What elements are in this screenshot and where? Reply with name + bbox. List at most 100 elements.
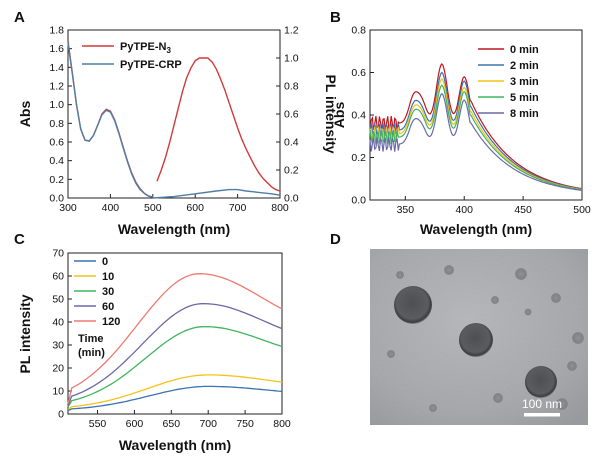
legend-label-60: 60	[102, 301, 114, 313]
x-tick-label-800: 800	[271, 202, 289, 214]
x-tick-label-700: 700	[199, 418, 217, 430]
x-tick-label-400: 400	[455, 204, 473, 216]
nanoparticle-small-11	[491, 296, 499, 304]
series-0-min	[369, 63, 583, 190]
panel-c-legend: 0 10 30 60 120	[74, 256, 120, 328]
x-tick-label-550: 550	[89, 418, 107, 430]
y-tick-label-0.6: 0.6	[49, 137, 64, 149]
panel-b-legend: 0 min 2 min 3 min 5 min 8 min	[478, 44, 539, 120]
panel-d-micrograph: 100 nm	[370, 249, 588, 425]
series-3-min	[369, 77, 583, 191]
nanoparticle-large-1	[394, 286, 432, 324]
legend-label-10: 10	[102, 271, 114, 283]
panel-b-chart: 350 400 450 500 0.0 0.2 0.4 0.6 0.8 Wavelength (…	[331, 25, 591, 238]
panel-b-y-title: Abs	[331, 102, 347, 129]
series-8-min	[369, 92, 583, 191]
panel-a-legend: PyTPE-N3 PyTPE-CRP	[82, 41, 182, 71]
series-pl-pytpe-n3	[156, 57, 281, 192]
y-tick-label-1.2: 1.2	[49, 81, 64, 93]
series-30-min	[67, 325, 283, 408]
panel-b-axes: 350 400 450 500 0.0 0.2 0.4 0.6 0.8	[351, 25, 591, 217]
y-tick-label-1.6: 1.6	[49, 43, 64, 55]
x-tick-label-500: 500	[573, 204, 591, 216]
y2-tick-label-0.8: 0.8	[284, 81, 299, 93]
x-tick-label-400: 400	[102, 202, 120, 214]
series-10-min	[67, 374, 283, 410]
y2-tick-label-0.4: 0.4	[284, 137, 299, 149]
nanoparticle-small-5	[567, 361, 577, 371]
series-pl-pytpe-crp	[152, 188, 281, 199]
y-tick-label-0.6: 0.6	[351, 67, 366, 79]
x-tick-label-650: 650	[163, 418, 181, 430]
y-tick-label-0.2: 0.2	[49, 174, 64, 186]
panel-a-y-title: Abs	[17, 101, 33, 128]
panel-letter-c: C	[14, 231, 25, 248]
y-tick-label-0.4: 0.4	[351, 110, 366, 122]
y-tick-label-1.4: 1.4	[49, 62, 64, 74]
y-tick-label-0.4: 0.4	[49, 155, 64, 167]
y-tick-label-70: 70	[52, 248, 64, 260]
nanoparticle-small-7	[556, 398, 568, 410]
nanoparticle-small-10	[396, 271, 404, 279]
panel-c-series	[67, 273, 283, 412]
series-60-min	[67, 302, 283, 407]
panel-c-x-title: Wavelength (nm)	[119, 437, 231, 453]
series-5-min	[369, 84, 583, 191]
nanoparticle-small-9	[429, 404, 437, 412]
legend-label-120: 120	[102, 316, 120, 328]
panel-c-y-title: PL intensity	[17, 294, 33, 373]
panel-c-frame	[67, 252, 283, 415]
y-tick-label-0.2: 0.2	[351, 152, 366, 164]
series-2-min	[369, 71, 583, 190]
legend-label-2-min: 2 min	[510, 60, 539, 72]
x-tick-label-500: 500	[144, 202, 162, 214]
panel-b-x-title: Wavelength (nm)	[420, 221, 532, 237]
x-tick-label-300: 300	[59, 202, 77, 214]
panel-a-y2-title: PL intensity	[323, 74, 339, 153]
panel-letter-d: D	[330, 231, 341, 248]
x-tick-label-600: 600	[126, 418, 144, 430]
panel-a-series	[67, 41, 281, 199]
panel-a-frame	[67, 29, 281, 199]
panel-a-axes: 300 400 500 600 700 800 0.0 0.2 0.4 0.6 0.8 1.0 1.2 1…	[49, 25, 298, 215]
panel-letter-b: B	[330, 9, 341, 26]
y-tick-label-0.8: 0.8	[49, 118, 64, 130]
scale-bar-label: 100 nm	[522, 397, 562, 411]
legend-label-0: 0	[102, 256, 108, 268]
x-tick-label-700: 700	[229, 202, 247, 214]
y-tick-label-30: 30	[52, 340, 64, 352]
nanoparticle-small-6	[493, 393, 503, 403]
y-tick-label-1.8: 1.8	[49, 25, 64, 37]
panel-a-x-title: Wavelength (nm)	[118, 221, 230, 237]
y2-tick-label-1: 1.0	[284, 53, 299, 65]
y-tick-label-1: 1.0	[49, 99, 64, 111]
nanoparticle-small-1	[444, 265, 454, 275]
legend-label-30: 30	[102, 286, 114, 298]
legend-label-0-min: 0 min	[510, 44, 539, 56]
series-0-min	[67, 385, 283, 412]
y2-tick-label-0.6: 0.6	[284, 109, 299, 121]
y-tick-label-0: 0.0	[351, 195, 366, 207]
y-tick-label-60: 60	[52, 271, 64, 283]
y-tick-label-0: 0.0	[49, 193, 64, 205]
x-tick-label-800: 800	[273, 418, 291, 430]
x-tick-label-450: 450	[514, 204, 532, 216]
panel-c-legend-title-line2: (min)	[78, 347, 105, 359]
legend-label-3-min: 3 min	[510, 76, 539, 88]
panel-b-frame	[369, 29, 583, 201]
nanoparticle-small-12	[524, 308, 532, 316]
nanoparticle-small-4	[572, 332, 584, 344]
legend-label-pytpe-n3: PyTPE-N3	[120, 41, 171, 55]
y-tick-label-20: 20	[52, 363, 64, 375]
series-120-min	[67, 273, 283, 404]
legend-label-5-min: 5 min	[510, 92, 539, 104]
panel-letter-a: A	[14, 9, 25, 26]
y2-tick-label-0.2: 0.2	[284, 165, 299, 177]
x-tick-label-600: 600	[186, 202, 204, 214]
nanoparticle-large-2	[459, 323, 493, 357]
nanoparticle-large-3	[525, 366, 557, 398]
panel-c-legend-title-line1: Time	[78, 333, 103, 345]
